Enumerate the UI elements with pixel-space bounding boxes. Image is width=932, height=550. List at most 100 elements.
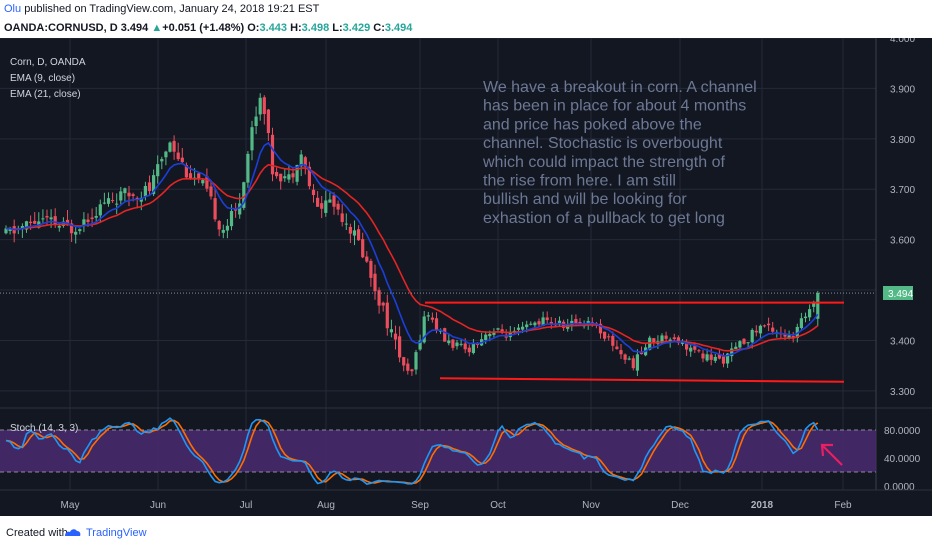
candle-body: [188, 173, 193, 179]
candle-body: [33, 220, 37, 224]
candle-body: [160, 159, 164, 162]
annotation-text[interactable]: We have a breakout in corn. A channel has…: [482, 79, 757, 227]
annotation-line: bullish and will be looking for: [483, 191, 687, 208]
legend-ema9: EMA (9, close): [10, 73, 75, 84]
candle-body: [393, 333, 398, 340]
candle-body: [672, 337, 676, 340]
candle-body: [447, 340, 451, 344]
time-axis[interactable]: May Jun Jul Aug Sep Oct Nov Dec 2018 Feb: [61, 500, 853, 511]
candle-body: [357, 229, 361, 241]
stoch-tick-label: 80.0000: [884, 426, 921, 437]
candle-body: [816, 293, 820, 319]
candle-body: [451, 339, 455, 348]
candle-body: [262, 97, 266, 115]
price-axis[interactable]: [876, 38, 932, 490]
candle-body: [127, 192, 131, 197]
author-link[interactable]: Olu: [4, 3, 22, 15]
price-tick-label: 4.000: [890, 38, 915, 45]
candle-body: [70, 223, 74, 234]
candle-body: [619, 350, 623, 355]
candle-body: [369, 260, 373, 278]
candle-body: [328, 199, 332, 203]
price-tick-label: 3.300: [890, 387, 915, 398]
candle-body: [668, 339, 672, 342]
candle-body: [635, 354, 639, 371]
candle-body: [299, 154, 303, 167]
candle-body: [45, 215, 49, 218]
up-arrow-icon: ▲: [151, 22, 163, 34]
candle-body: [705, 354, 709, 361]
candle-body: [283, 176, 287, 179]
arrow-annotation-icon[interactable]: [820, 443, 843, 466]
time-tick-label: Dec: [671, 500, 689, 511]
candle-body: [74, 231, 78, 235]
price-chart[interactable]: Corn, D, OANDA EMA (9, close) EMA (21, c…: [0, 38, 932, 516]
stoch-ticks: 80.0000 40.0000 0.0000: [884, 426, 921, 493]
candle-body: [270, 134, 275, 175]
candle-body: [102, 202, 106, 204]
annotation-line: We have a breakout in corn. A channel: [483, 79, 757, 96]
candle-body: [324, 200, 328, 213]
candle-body: [557, 320, 562, 325]
candle-body: [115, 203, 119, 205]
candle-body: [209, 186, 213, 197]
candle-body: [4, 228, 8, 234]
candle-body: [455, 342, 459, 347]
tradingview-logo-icon[interactable]: [64, 526, 82, 540]
candle-body: [164, 151, 168, 158]
candle-body: [771, 327, 775, 332]
candle-body: [180, 157, 184, 163]
candle-body: [295, 164, 299, 182]
candle-body: [541, 317, 545, 326]
candle-body: [767, 323, 771, 326]
candle-body: [242, 182, 246, 208]
candle-body: [607, 336, 611, 338]
candle-body: [291, 173, 295, 178]
candle-body: [332, 195, 336, 207]
candle-body: [152, 175, 156, 195]
open-value: 3.443: [259, 22, 287, 34]
candle-body: [389, 329, 393, 333]
close-value: 3.494: [384, 22, 413, 34]
candle-body: [459, 343, 463, 345]
candle-body: [41, 218, 45, 220]
candle-body: [78, 229, 82, 232]
candle-body: [812, 302, 816, 307]
candle-body: [808, 309, 812, 318]
candle-body: [316, 197, 320, 207]
candle-body: [176, 152, 180, 160]
candle-body: [516, 327, 521, 330]
open-label: O:: [247, 22, 260, 34]
legend-symbol: Corn, D, OANDA: [10, 57, 86, 68]
candle-body: [307, 166, 311, 187]
candle-body: [20, 226, 24, 230]
candle-body: [135, 197, 139, 199]
candle-body: [471, 342, 475, 354]
candle-body: [49, 217, 53, 220]
candle-body: [685, 343, 689, 350]
tradingview-brand[interactable]: TradingView: [86, 527, 147, 539]
candle-body: [762, 325, 767, 327]
candle-body: [726, 353, 730, 364]
annotation-line: and price has poked above the: [483, 116, 702, 133]
candle-body: [225, 225, 229, 231]
candle-body: [496, 328, 500, 330]
candle-body: [664, 335, 668, 339]
candle-body: [443, 328, 447, 342]
candle-body: [373, 273, 377, 292]
candle-body: [791, 336, 795, 338]
high-label: H:: [290, 22, 302, 34]
candle-body: [627, 358, 631, 360]
candle-body: [86, 219, 90, 222]
candle-body: [377, 290, 381, 306]
candle-body: [303, 157, 307, 167]
candle-body: [512, 330, 516, 332]
candle-body: [701, 353, 705, 359]
candle-body: [418, 340, 422, 350]
candle-body: [631, 358, 635, 369]
current-price-badge: [883, 286, 913, 300]
channel-bottom-line[interactable]: [439, 377, 845, 383]
candle-body: [24, 221, 29, 230]
candle-body: [615, 346, 619, 350]
candles: [4, 93, 820, 376]
